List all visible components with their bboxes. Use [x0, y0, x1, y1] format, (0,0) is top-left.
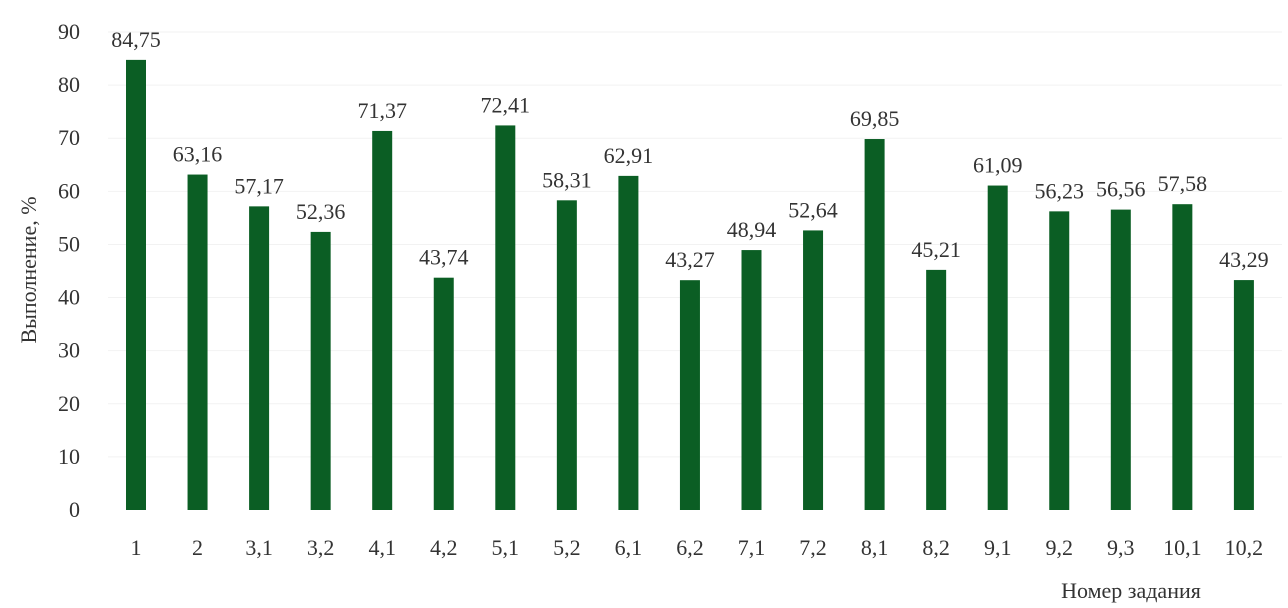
y-tick-label: 40	[58, 285, 80, 310]
x-tick-label: 6,1	[615, 535, 643, 560]
x-tick-label: 8,2	[922, 535, 950, 560]
x-tick-label: 3,2	[307, 535, 335, 560]
bar	[372, 130, 393, 511]
y-tick-label: 10	[58, 444, 80, 469]
bar-value-label: 43,74	[419, 245, 469, 270]
y-tick-label: 90	[58, 19, 80, 44]
bar	[249, 206, 270, 511]
x-tick-label: 6,2	[676, 535, 704, 560]
y-tick-label: 30	[58, 338, 80, 363]
bar-value-label: 43,27	[665, 247, 715, 272]
bar-value-label: 63,16	[173, 142, 223, 167]
x-tick-label: 3,1	[245, 535, 273, 560]
bar-value-label: 52,36	[296, 199, 346, 224]
x-tick-label: 7,1	[738, 535, 766, 560]
y-axis-ticks: 0 10 20 30 40 50 60 70 80 90	[58, 19, 80, 522]
x-tick-label: 10,2	[1225, 535, 1264, 560]
bar	[1233, 280, 1254, 510]
bar-value-labels: 84,75 63,16 57,17 52,36 71,37 43,74 72,41 58,31…	[111, 27, 1268, 272]
bar	[310, 231, 331, 510]
x-tick-label: 10,1	[1163, 535, 1202, 560]
y-tick-label: 0	[69, 497, 80, 522]
bar-value-label: 58,31	[542, 167, 592, 192]
bar	[618, 175, 639, 511]
bar-value-label: 43,29	[1219, 247, 1269, 272]
x-tick-label: 1	[131, 535, 142, 560]
bar-value-label: 56,23	[1035, 178, 1085, 203]
y-tick-label: 50	[58, 231, 80, 256]
bar-value-label: 52,64	[788, 197, 838, 222]
bar	[741, 250, 762, 510]
x-tick-label: 9,3	[1107, 535, 1135, 560]
y-axis-title: Выполнение, %	[16, 196, 41, 343]
bar	[1049, 211, 1070, 511]
y-tick-label: 20	[58, 391, 80, 416]
x-tick-label: 7,2	[799, 535, 827, 560]
x-tick-label: 4,1	[368, 535, 396, 560]
x-tick-label: 9,2	[1046, 535, 1074, 560]
bar	[1110, 209, 1131, 510]
bar-value-label: 48,94	[727, 217, 777, 242]
bar-value-label: 84,75	[111, 27, 161, 52]
x-tick-label: 2	[192, 535, 203, 560]
y-tick-label: 80	[58, 72, 80, 97]
x-tick-label: 8,1	[861, 535, 889, 560]
bar	[1172, 204, 1193, 510]
bar-value-label: 61,09	[973, 153, 1023, 178]
x-axis-title: Номер задания	[1061, 578, 1201, 603]
x-axis-ticks: 1 2 3,1 3,2 4,1 4,2 5,1 5,2 6,1 6,2 7,1 7,2 8,1 8,2 9,…	[131, 535, 1264, 560]
y-tick-label: 70	[58, 125, 80, 150]
bar-value-label: 45,21	[911, 237, 961, 262]
bar-value-label: 71,37	[357, 98, 407, 123]
bar	[803, 230, 824, 511]
bar	[926, 269, 947, 510]
bar	[679, 280, 700, 510]
gridlines	[108, 31, 1282, 458]
x-tick-label: 5,1	[492, 535, 520, 560]
bar-value-label: 62,91	[604, 143, 654, 168]
x-tick-label: 4,2	[430, 535, 458, 560]
bar	[433, 277, 454, 510]
bar	[864, 139, 885, 510]
x-tick-label: 9,1	[984, 535, 1012, 560]
bar-value-label: 57,17	[234, 173, 284, 198]
bar-value-label: 56,56	[1096, 177, 1146, 202]
bar-value-label: 57,58	[1158, 171, 1208, 196]
bar-value-label: 69,85	[850, 106, 900, 131]
bar-value-label: 72,41	[481, 92, 531, 117]
bar	[987, 185, 1008, 510]
x-tick-label: 5,2	[553, 535, 581, 560]
bar	[556, 200, 577, 510]
bar	[187, 174, 208, 510]
y-tick-label: 60	[58, 178, 80, 203]
bar	[495, 125, 516, 510]
bar	[126, 59, 146, 511]
bars	[126, 59, 1254, 511]
